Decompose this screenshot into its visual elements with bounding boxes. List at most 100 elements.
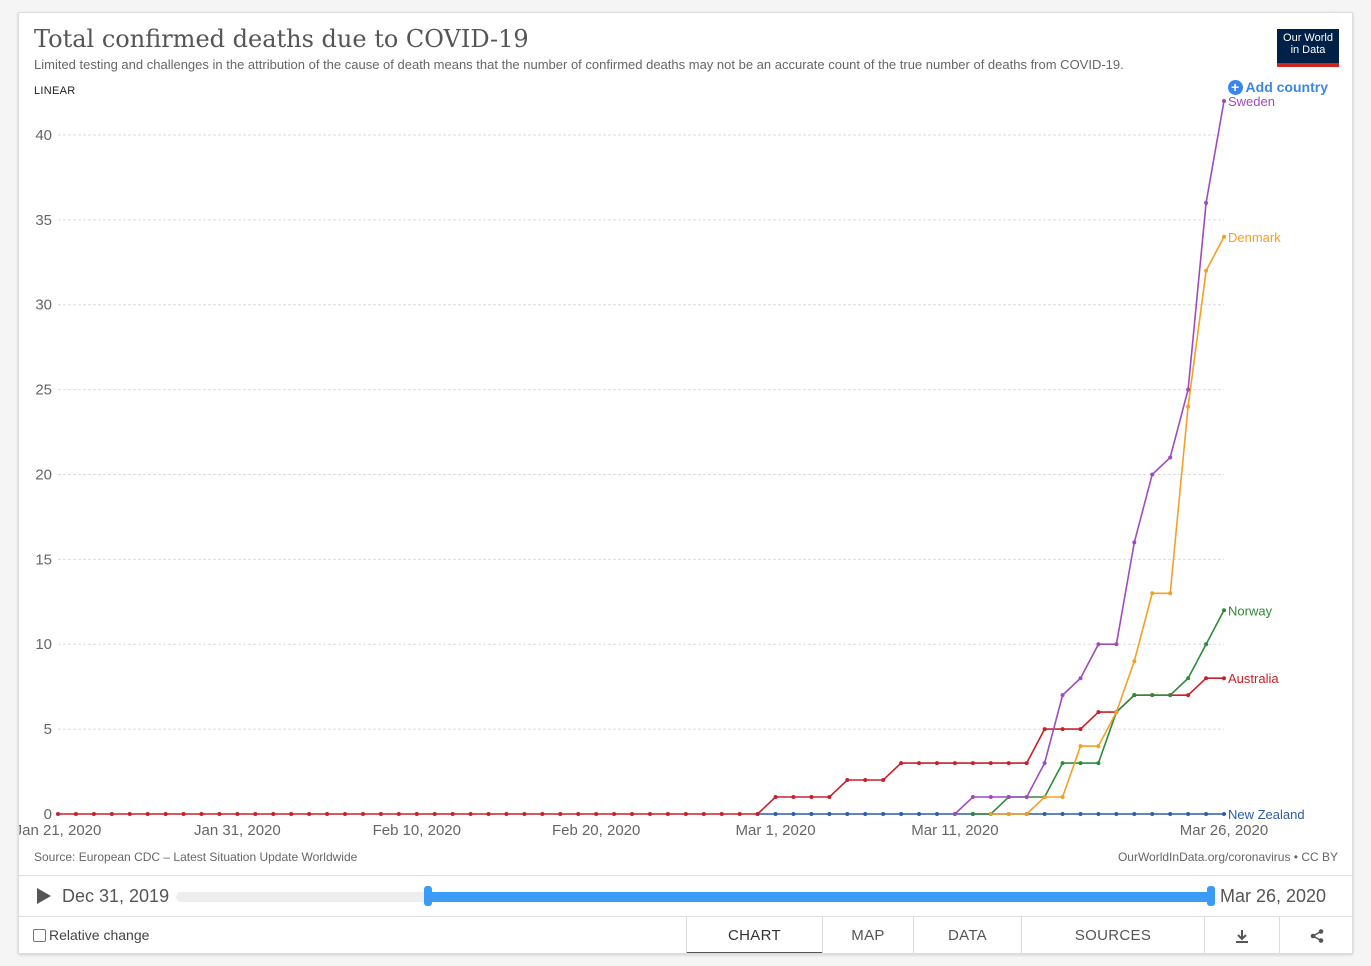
data-point [1114,710,1119,715]
download-icon [1236,930,1248,944]
data-point [253,812,258,816]
play-icon[interactable] [37,888,51,904]
chart-card: Total confirmed deaths due to COVID-19 L… [18,12,1353,954]
timeline-end-label: Mar 26, 2020 [1220,886,1327,906]
data-point [845,778,850,783]
data-point [1204,812,1209,816]
data-point [1150,591,1155,596]
add-country-button[interactable]: + Add country [1227,79,1328,95]
data-point [56,812,60,816]
data-point [863,812,868,816]
tab-data[interactable]: DATA [913,917,1021,953]
data-point [307,812,312,816]
tab-map[interactable]: MAP [822,917,913,953]
data-point [737,812,742,816]
x-tick-label: Feb 20, 2020 [552,822,640,839]
timeline-end-handle[interactable] [1207,886,1215,906]
scale-toggle[interactable]: LINEAR [34,85,76,97]
chart-subtitle: Limited testing and challenges in the at… [34,57,1124,72]
data-point [988,761,993,766]
data-point [414,812,419,816]
data-point [1078,812,1083,816]
data-point [952,812,957,816]
data-point [988,795,993,800]
tab-sources[interactable]: SOURCES [1021,917,1204,953]
series-line-australia [58,677,1224,815]
data-point [1222,99,1226,103]
data-point [325,812,330,816]
data-point [1132,812,1137,816]
data-point [594,812,599,816]
data-point [1222,812,1226,816]
share-button[interactable] [1279,917,1352,953]
data-point [1024,795,1029,800]
series-label: New Zealand [1228,807,1305,822]
timeline-selected-range[interactable] [428,892,1211,902]
relative-change-checkbox[interactable] [33,928,46,942]
data-point [1060,812,1065,816]
data-point [970,761,975,766]
y-tick-label: 5 [44,721,52,738]
data-point [1024,761,1029,766]
owid-logo[interactable]: Our World in Data [1277,29,1339,67]
data-point [970,812,975,816]
data-point [271,812,276,816]
data-point [1132,693,1137,698]
tab-chart[interactable]: CHART [686,917,822,953]
data-point [809,795,814,800]
chart-title: Total confirmed deaths due to COVID-19 [34,25,529,53]
data-point [289,812,294,816]
data-point [1114,812,1119,816]
data-point [988,812,993,816]
plus-icon: + [1227,79,1243,95]
y-axis-ticks: 0 5 10 15 20 25 30 35 40 [35,127,52,823]
data-point [1186,812,1191,816]
add-country-label: Add country [1245,79,1328,95]
data-point [827,812,832,816]
data-point [73,812,78,816]
x-tick-label: Mar 1, 2020 [736,822,816,839]
data-point [558,812,563,816]
credit-link[interactable]: OurWorldInData.org/coronavirus • CC BY [1117,850,1338,864]
data-point [1042,727,1047,732]
data-point [1222,676,1226,681]
data-point [1150,472,1155,477]
y-tick-label: 35 [35,212,52,229]
download-button[interactable] [1204,917,1279,953]
series-points [56,99,1226,816]
data-point [468,812,473,816]
data-point [683,812,688,816]
timeline-start-handle[interactable] [424,886,432,906]
series-label: Denmark [1228,230,1281,245]
data-point [701,812,706,816]
data-point [109,812,114,816]
data-point [163,812,168,816]
gridlines [58,134,1224,815]
relative-change-toggle[interactable]: Relative change [33,927,149,943]
data-point [1060,795,1065,800]
data-point [899,812,904,816]
data-point [845,812,850,816]
data-point [934,812,939,816]
data-point [773,795,778,800]
series-label: Norway [1228,603,1273,618]
data-point [1078,761,1083,766]
source-note[interactable]: Source: European CDC – Latest Situation … [34,850,358,864]
data-point [91,812,96,816]
data-point [432,812,437,816]
series-lines [58,100,1225,815]
y-tick-label: 15 [35,551,52,568]
data-point [917,812,922,816]
timeline: Dec 31, 2019 Mar 26, 2020 [19,875,1352,917]
data-point [934,761,939,766]
x-tick-label: Mar 11, 2020 [911,822,998,839]
data-point [1186,404,1191,409]
data-point [1168,693,1173,698]
data-point [952,761,957,766]
data-point [1078,744,1083,749]
data-point [1150,693,1155,698]
data-point [809,812,814,816]
tab-bar: CHART MAP DATA SOURCES [686,917,1352,953]
relative-change-label: Relative change [49,927,150,943]
data-point [881,778,886,783]
